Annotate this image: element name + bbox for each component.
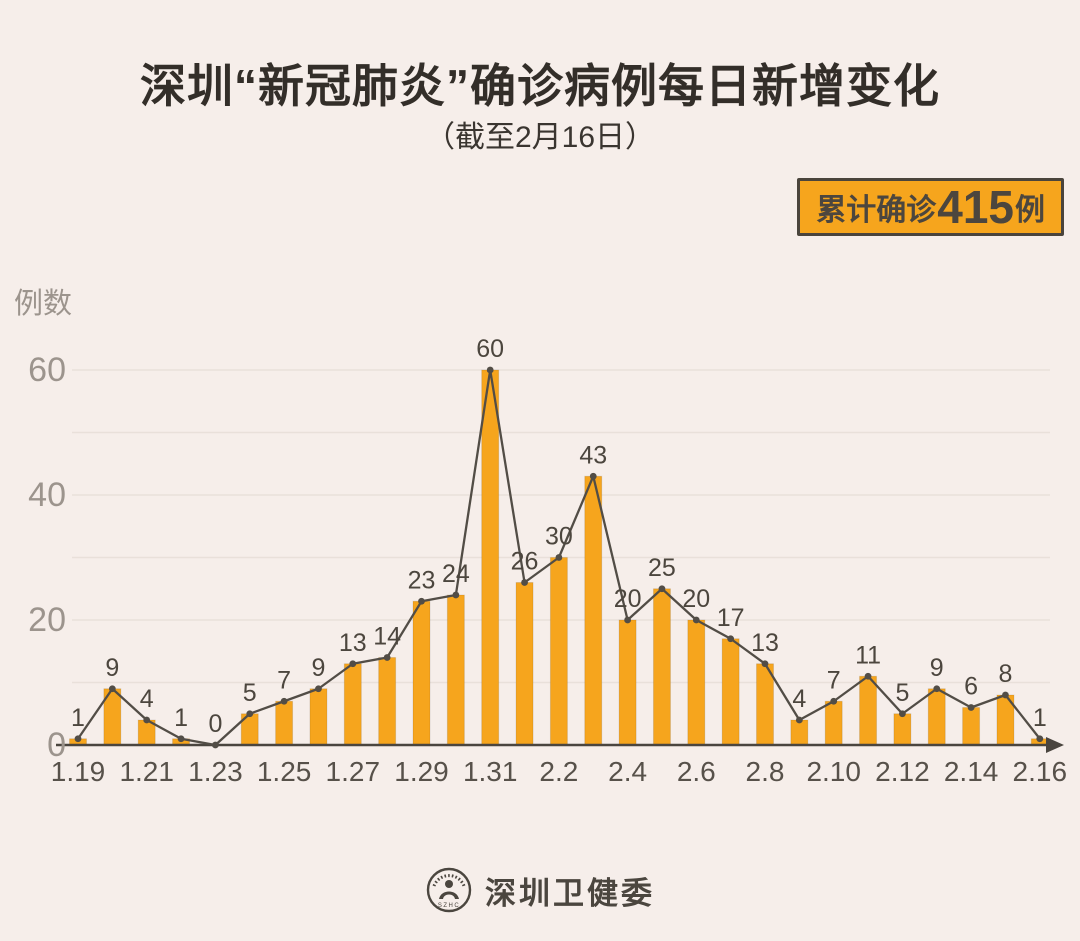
svg-text:17: 17	[717, 604, 745, 632]
svg-text:25: 25	[648, 554, 676, 582]
svg-text:20: 20	[614, 585, 642, 613]
svg-text:1.23: 1.23	[188, 756, 243, 787]
svg-text:1: 1	[174, 704, 188, 732]
svg-text:2.12: 2.12	[875, 756, 930, 787]
svg-text:7: 7	[277, 666, 291, 694]
svg-text:2.10: 2.10	[806, 756, 861, 787]
svg-text:7: 7	[827, 666, 841, 694]
svg-text:5: 5	[895, 679, 909, 707]
footer: SZHC 深圳卫健委	[0, 864, 1080, 916]
svg-text:SZHC: SZHC	[438, 903, 460, 909]
cumulative-total-badge: 累计确诊 415 例	[797, 178, 1064, 236]
svg-text:9: 9	[930, 654, 944, 682]
szhc-seal-logo-icon: SZHC	[426, 867, 472, 913]
svg-text:0: 0	[47, 726, 66, 764]
footer-brand-name: 深圳卫健委	[485, 875, 655, 911]
svg-text:6: 6	[964, 673, 978, 701]
svg-text:1.31: 1.31	[463, 756, 518, 787]
badge-suffix-label: 例	[1015, 194, 1045, 227]
svg-text:23: 23	[408, 566, 436, 594]
svg-text:14: 14	[373, 623, 401, 651]
svg-text:2.2: 2.2	[539, 756, 578, 787]
svg-text:8: 8	[998, 660, 1012, 688]
svg-text:0: 0	[208, 710, 222, 738]
svg-text:43: 43	[579, 441, 607, 469]
svg-text:1.29: 1.29	[394, 756, 449, 787]
svg-text:11: 11	[855, 641, 881, 669]
svg-text:30: 30	[545, 523, 573, 551]
svg-text:9: 9	[105, 654, 119, 682]
svg-text:13: 13	[751, 629, 779, 657]
svg-text:24: 24	[442, 560, 470, 588]
badge-total-value: 415	[937, 181, 1014, 233]
badge-prefix-label: 累计确诊	[816, 194, 937, 227]
svg-text:2.6: 2.6	[677, 756, 716, 787]
svg-text:60: 60	[28, 351, 66, 389]
svg-text:5: 5	[243, 679, 257, 707]
svg-text:2.14: 2.14	[944, 756, 999, 787]
svg-text:1.21: 1.21	[119, 756, 174, 787]
svg-text:13: 13	[339, 629, 367, 657]
svg-text:2.16: 2.16	[1013, 756, 1068, 787]
svg-text:20: 20	[682, 585, 710, 613]
svg-text:2.8: 2.8	[746, 756, 785, 787]
svg-text:20: 20	[28, 601, 66, 639]
page-subtitle: （截至2月16日）	[424, 121, 656, 154]
svg-text:1: 1	[71, 704, 85, 732]
svg-text:1.25: 1.25	[257, 756, 312, 787]
y-axis-title: 例数	[14, 288, 73, 320]
svg-text:40: 40	[28, 476, 66, 514]
svg-text:2.4: 2.4	[608, 756, 647, 787]
page-title: 深圳“新冠肺炎”确诊病例每日新增变化	[140, 60, 940, 112]
svg-text:60: 60	[476, 335, 504, 363]
svg-text:4: 4	[140, 685, 154, 713]
svg-text:1.19: 1.19	[51, 756, 106, 787]
svg-text:1: 1	[1033, 704, 1047, 732]
svg-text:4: 4	[792, 685, 806, 713]
svg-text:26: 26	[511, 548, 539, 576]
svg-text:9: 9	[311, 654, 325, 682]
svg-text:1.27: 1.27	[326, 756, 381, 787]
